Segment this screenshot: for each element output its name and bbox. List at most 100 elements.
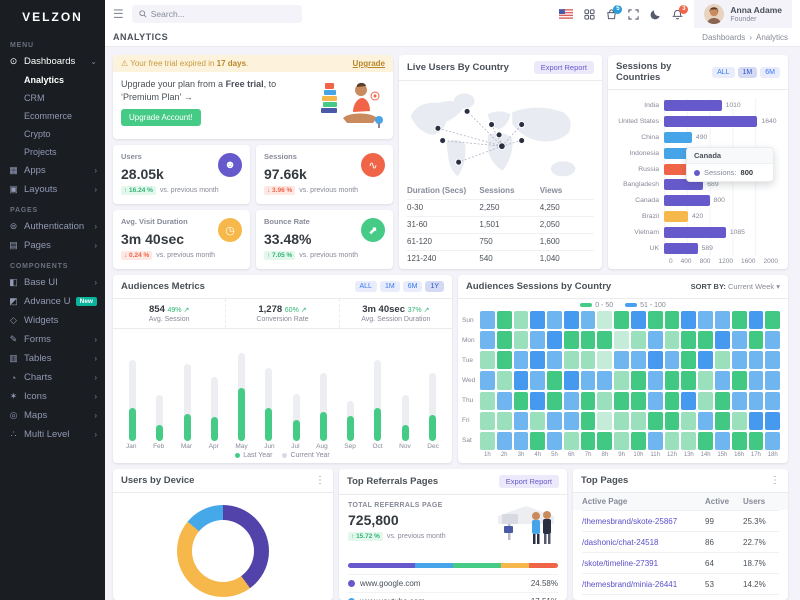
heatmap-cell[interactable] [496,351,512,370]
more-vertical-icon[interactable]: ⋮ [315,475,325,486]
stacked-bar[interactable] [156,395,164,441]
heatmap-cell[interactable] [496,411,512,430]
sidebar-item-icons[interactable]: ✶ Icons › [0,387,105,406]
heatmap-cell[interactable] [664,331,680,350]
sidebar-item-base-ui[interactable]: ◧ Base UI › [0,273,105,292]
user-menu[interactable]: Anna Adame Founder [694,0,792,28]
stacked-bar[interactable] [210,376,218,441]
heatmap-cell[interactable] [664,351,680,370]
heatmap-cell[interactable] [681,351,697,370]
heatmap-cell[interactable] [698,411,713,430]
heatmap-cell[interactable] [664,391,680,410]
heatmap-cell[interactable] [731,311,747,330]
notifications-icon[interactable]: 3 [672,4,689,20]
heatmap-cell[interactable] [647,371,663,390]
heatmap-cell[interactable] [614,391,630,410]
filter-button-all[interactable]: ALL [354,281,377,292]
heatmap-cell[interactable] [480,311,495,330]
dark-mode-icon[interactable] [650,9,661,20]
heatmap-cell[interactable] [580,311,596,330]
heatmap-cell[interactable] [765,411,781,430]
stacked-bar[interactable] [129,360,136,441]
heatmap-cell[interactable] [496,431,512,450]
stacked-bar[interactable] [428,372,436,441]
stacked-bar[interactable] [265,367,273,441]
bar-uk[interactable] [664,242,698,254]
heatmap-cell[interactable] [597,431,613,450]
heatmap-cell[interactable] [714,351,730,370]
heatmap-cell[interactable] [647,411,663,430]
heatmap-cell[interactable] [580,371,596,390]
heatmap-cell[interactable] [597,331,613,350]
heatmap-cell[interactable] [748,331,764,350]
heatmap-cell[interactable] [698,331,713,350]
heatmap-cell[interactable] [748,311,764,330]
sort-by-dropdown[interactable]: SORT BY: Current Week ▾ [690,282,780,291]
heatmap-cell[interactable] [580,351,596,370]
sidebar-item-pages[interactable]: ▤ Pages › [0,236,105,255]
heatmap-cell[interactable] [530,331,546,350]
sidebar-item-authentication[interactable]: ⊜ Authentication › [0,217,105,236]
heatmap-cell[interactable] [664,431,680,450]
heatmap-cell[interactable] [614,311,630,330]
stacked-bar[interactable] [292,393,300,441]
filter-button-1y[interactable]: 1Y [425,281,444,292]
export-report-button[interactable]: Export Report [533,61,594,74]
export-report-button[interactable]: Export Report [498,475,559,488]
heatmap-cell[interactable] [513,331,529,350]
heatmap-cell[interactable] [530,411,546,430]
heatmap-cell[interactable] [614,431,630,450]
heatmap-cell[interactable] [496,391,512,410]
filter-button-1m[interactable]: 1M [379,281,400,292]
heatmap-cell[interactable] [631,431,646,450]
heatmap-cell[interactable] [698,391,713,410]
heatmap-cell[interactable] [513,431,529,450]
heatmap-cell[interactable] [647,351,663,370]
heatmap-cell[interactable] [714,391,730,410]
heatmap-cell[interactable] [513,391,529,410]
heatmap-cell[interactable] [563,391,579,410]
heatmap-cell[interactable] [547,351,562,370]
heatmap-cell[interactable] [631,311,646,330]
language-flag-icon[interactable] [559,9,574,19]
heatmap-cell[interactable] [563,431,579,450]
upgrade-account-button[interactable]: Upgrade Account! [121,109,201,127]
heatmap-cell[interactable] [614,351,630,370]
heatmap-cell[interactable] [580,391,596,410]
heatmap-cell[interactable] [731,371,747,390]
heatmap-cell[interactable] [765,371,781,390]
heatmap-cell[interactable] [698,311,713,330]
bar-bangladesh[interactable] [664,179,704,191]
filter-button-all[interactable]: ALL [712,66,735,78]
sidebar-item-multi-level[interactable]: ∴ Multi Level › [0,425,105,444]
heatmap-cell[interactable] [547,431,562,450]
search-input[interactable] [150,9,295,19]
sidebar-item-projects[interactable]: Projects [0,143,105,161]
heatmap-cell[interactable] [513,411,529,430]
heatmap-cell[interactable] [597,391,613,410]
sidebar-item-dashboards[interactable]: ⊙ Dashboards ⌄ [0,52,105,71]
heatmap-cell[interactable] [681,391,697,410]
app-logo[interactable]: VELZON [22,10,83,24]
page-link[interactable]: /dashonic/chat-24518 [582,537,659,547]
bar-india[interactable] [664,100,722,112]
hamburger-icon[interactable]: ☰ [113,7,124,21]
heatmap-cell[interactable] [765,351,781,370]
heatmap-cell[interactable] [480,391,495,410]
sidebar-item-layouts[interactable]: ▣ Layouts › [0,180,105,199]
heatmap-cell[interactable] [647,391,663,410]
heatmap-cell[interactable] [714,431,730,450]
heatmap-cell[interactable] [698,351,713,370]
heatmap-cell[interactable] [631,371,646,390]
heatmap-cell[interactable] [614,371,630,390]
heatmap-cell[interactable] [681,331,697,350]
sidebar-item-tables[interactable]: ▥ Tables › [0,349,105,368]
heatmap-cell[interactable] [731,391,747,410]
heatmap-cell[interactable] [748,431,764,450]
heatmap-cell[interactable] [714,411,730,430]
sidebar-item-widgets[interactable]: ◇ Widgets [0,311,105,330]
heatmap-cell[interactable] [664,371,680,390]
heatmap-cell[interactable] [647,431,663,450]
stacked-bar[interactable] [347,401,355,441]
heatmap-cell[interactable] [748,371,764,390]
